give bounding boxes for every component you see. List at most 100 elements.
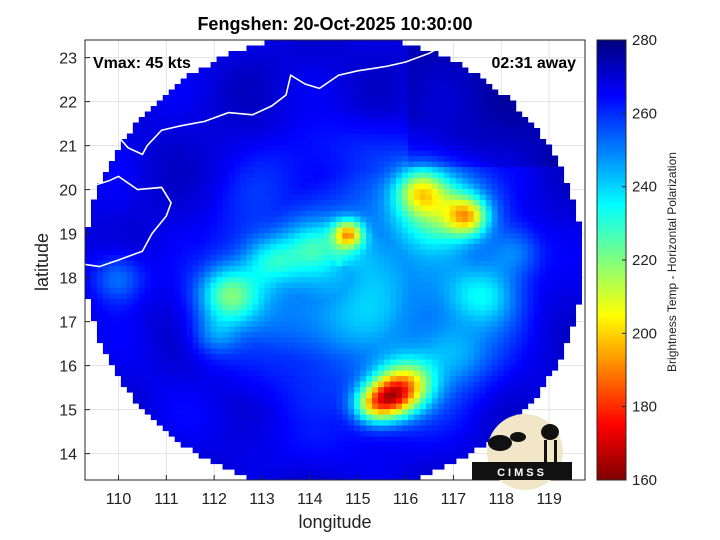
heatmap-cell: [204, 67, 212, 74]
heatmap-cell: [473, 436, 481, 443]
heatmap-cell: [132, 232, 140, 239]
heatmap-cell: [312, 40, 319, 47]
heatmap-cell: [479, 122, 487, 129]
heatmap-cell: [372, 260, 379, 267]
heatmap-cell: [461, 161, 469, 168]
heatmap-cell: [174, 381, 182, 388]
heatmap-cell: [282, 348, 289, 355]
heatmap-cell: [270, 375, 277, 382]
heatmap-cell: [390, 100, 397, 107]
heatmap-cell: [437, 271, 445, 278]
heatmap-cell: [282, 56, 289, 63]
heatmap-cell: [246, 243, 254, 250]
heatmap-cell: [270, 463, 277, 470]
heatmap-cell: [503, 100, 511, 107]
heatmap-cell: [407, 144, 415, 151]
heatmap-cell: [120, 265, 128, 272]
heatmap-cell: [318, 194, 325, 201]
heatmap-cell: [276, 364, 283, 371]
heatmap-cell: [461, 221, 469, 228]
heatmap-cell: [479, 133, 487, 140]
heatmap-cell: [204, 144, 212, 151]
heatmap-cell: [306, 254, 313, 261]
heatmap-cell: [390, 144, 397, 151]
heatmap-cell: [497, 166, 505, 173]
heatmap-cell: [479, 216, 487, 223]
heatmap-cell: [437, 452, 445, 459]
heatmap-cell: [413, 474, 421, 480]
heatmap-cell: [473, 271, 481, 278]
heatmap-cell: [366, 408, 373, 415]
heatmap-cell: [485, 276, 493, 283]
heatmap-cell: [210, 447, 218, 454]
heatmap-cell: [294, 95, 301, 102]
heatmap-cell: [228, 150, 236, 157]
heatmap-cell: [258, 106, 266, 113]
heatmap-cell: [413, 408, 421, 415]
heatmap-cell: [360, 166, 367, 173]
heatmap-cell: [144, 282, 152, 289]
heatmap-cell: [258, 216, 266, 223]
heatmap-cell: [186, 348, 194, 355]
heatmap-cell: [390, 133, 397, 140]
heatmap-cell: [348, 194, 355, 201]
heatmap-cell: [378, 111, 385, 118]
heatmap-cell: [419, 67, 427, 74]
heatmap-cell: [318, 172, 325, 179]
heatmap-cell: [473, 298, 481, 305]
heatmap-cell: [419, 337, 427, 344]
heatmap-cell: [180, 95, 188, 102]
heatmap-cell: [431, 194, 439, 201]
heatmap-cell: [132, 177, 140, 184]
heatmap-cell: [144, 205, 152, 212]
heatmap-cell: [306, 359, 313, 366]
heatmap-cell: [306, 62, 313, 69]
heatmap-cell: [234, 95, 242, 102]
heatmap-cell: [324, 254, 331, 261]
heatmap-cell: [300, 260, 307, 267]
heatmap-cell: [300, 254, 307, 261]
heatmap-cell: [228, 243, 236, 250]
heatmap-cell: [497, 205, 505, 212]
heatmap-cell: [318, 309, 325, 316]
heatmap-cell: [390, 84, 397, 91]
heatmap-cell: [186, 216, 194, 223]
heatmap-cell: [180, 370, 188, 377]
heatmap-cell: [204, 326, 212, 333]
heatmap-cell: [443, 249, 451, 256]
heatmap-cell: [210, 452, 218, 459]
heatmap-cell: [336, 419, 343, 426]
heatmap-cell: [204, 414, 212, 421]
heatmap-cell: [473, 177, 481, 184]
heatmap-cell: [401, 403, 409, 410]
heatmap-cell: [503, 315, 511, 322]
heatmap-cell: [354, 56, 361, 63]
heatmap-cell: [138, 386, 146, 393]
heatmap-cell: [437, 238, 445, 245]
heatmap-cell: [282, 155, 289, 162]
heatmap-cell: [270, 315, 277, 322]
heatmap-cell: [168, 326, 176, 333]
heatmap-cell: [288, 243, 295, 250]
heatmap-cell: [252, 254, 260, 261]
heatmap-cell: [396, 95, 403, 102]
heatmap-cell: [228, 51, 236, 58]
heatmap-cell: [461, 381, 469, 388]
heatmap-cell: [330, 199, 337, 206]
heatmap-cell: [437, 408, 445, 415]
heatmap-cell: [198, 452, 206, 459]
heatmap-cell: [515, 403, 523, 410]
heatmap-cell: [132, 282, 140, 289]
heatmap-cell: [234, 122, 242, 129]
heatmap-cell: [390, 249, 397, 256]
heatmap-cell: [294, 309, 301, 316]
heatmap-cell: [336, 155, 343, 162]
heatmap-cell: [449, 386, 457, 393]
heatmap-cell: [390, 166, 397, 173]
heatmap-cell: [384, 353, 391, 360]
heatmap-cell: [234, 56, 242, 63]
heatmap-cell: [437, 150, 445, 157]
heatmap-cell: [413, 436, 421, 443]
heatmap-cell: [461, 436, 469, 443]
heatmap-cell: [324, 78, 331, 85]
